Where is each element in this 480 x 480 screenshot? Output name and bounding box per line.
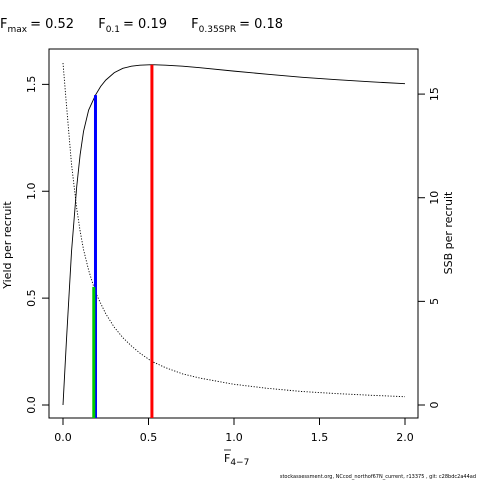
- x-tick-label: 0.5: [140, 431, 158, 444]
- title-f01-symbol: F: [98, 17, 105, 32]
- ssb-per-recruit-line: [62, 62, 406, 398]
- x-tick-label: 2.0: [396, 431, 414, 444]
- chart-title: Fmax = 0.52 F0.1 = 0.19 F0.35SPR = 0.18: [0, 17, 283, 35]
- y-axis-right: 0 5 10 15: [418, 87, 441, 409]
- y-right-tick-label: 15: [428, 87, 441, 101]
- footer-text: stockassessment.org, NCcod_northof67N_cu…: [280, 474, 476, 480]
- title-fmax-value: = 0.52: [30, 17, 74, 32]
- yield-per-recruit-line: [62, 64, 406, 406]
- x-tick-label: 0.0: [54, 431, 72, 444]
- y-right-axis-title: SSB per recruit: [442, 191, 455, 274]
- reference-lines: [92, 64, 154, 418]
- title-fspr-sub: 0.35SPR: [199, 25, 236, 35]
- y-left-tick-label: 1.0: [25, 183, 38, 201]
- y-right-tick-label: 0: [428, 402, 441, 409]
- y-right-tick-label: 10: [428, 191, 441, 205]
- y-left-tick-label: 0.5: [25, 289, 38, 307]
- x-axis: 0.0 0.5 1.0 1.5 2.0: [54, 418, 414, 444]
- title-f01-sub: 0.1: [106, 25, 120, 35]
- title-fmax-symbol: F: [0, 17, 7, 32]
- x-tick-label: 1.0: [225, 431, 243, 444]
- title-f01-value: = 0.19: [123, 17, 167, 32]
- x-tick-label: 1.5: [311, 431, 329, 444]
- y-left-tick-label: 1.5: [25, 76, 38, 94]
- x-axis-title: F4−7: [224, 452, 249, 468]
- x-axis-title-sub: 4−7: [230, 458, 249, 468]
- y-axis-left: 0.0 0.5 1.0 1.5: [25, 76, 49, 414]
- title-fspr-symbol: F: [191, 17, 198, 32]
- y-left-axis-title: Yield per recruit: [1, 201, 14, 290]
- series-layer: [62, 62, 406, 406]
- y-left-tick-label: 0.0: [25, 396, 38, 414]
- title-fspr-value: = 0.18: [239, 17, 283, 32]
- title-fmax-sub: max: [7, 25, 27, 35]
- x-axis-title-symbol: F: [224, 452, 230, 465]
- y-right-tick-label: 5: [428, 298, 441, 305]
